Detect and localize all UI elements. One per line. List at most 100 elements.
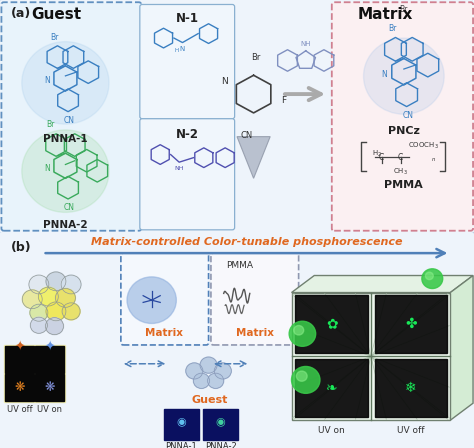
FancyBboxPatch shape	[121, 253, 209, 345]
Text: PNNA-2: PNNA-2	[205, 442, 237, 448]
Text: CN: CN	[64, 203, 75, 212]
Circle shape	[127, 277, 176, 323]
Text: CN: CN	[402, 111, 413, 120]
Bar	[5, 374, 34, 401]
FancyBboxPatch shape	[0, 0, 474, 234]
Text: Matrix: Matrix	[358, 7, 413, 22]
Text: H: H	[174, 48, 178, 53]
Text: ◉: ◉	[216, 418, 226, 427]
Text: ❋: ❋	[14, 381, 25, 394]
Text: ◉: ◉	[176, 418, 186, 427]
Circle shape	[422, 269, 443, 289]
Text: N: N	[382, 70, 387, 79]
Circle shape	[193, 373, 210, 388]
Text: ❧: ❧	[326, 381, 337, 395]
Text: Br: Br	[388, 25, 396, 34]
Text: Matrix: Matrix	[236, 328, 273, 338]
Text: $_n$: $_n$	[431, 155, 437, 164]
Text: ✿: ✿	[326, 317, 337, 331]
Text: ✤: ✤	[405, 317, 417, 331]
Text: ❄: ❄	[405, 381, 417, 395]
Text: PMMA: PMMA	[226, 261, 253, 270]
Bar	[35, 346, 64, 373]
Text: COOCH$_3$: COOCH$_3$	[408, 141, 439, 151]
Circle shape	[425, 272, 433, 280]
Text: ✦: ✦	[45, 340, 55, 353]
Circle shape	[22, 42, 109, 124]
Text: UV off: UV off	[397, 426, 424, 435]
Circle shape	[46, 318, 64, 335]
FancyBboxPatch shape	[211, 253, 299, 345]
Text: N: N	[44, 77, 50, 86]
Text: ❋: ❋	[45, 381, 55, 394]
Circle shape	[46, 302, 66, 321]
Text: F: F	[281, 96, 286, 105]
Text: Guest: Guest	[191, 395, 228, 405]
Circle shape	[30, 304, 48, 321]
Bar	[375, 359, 447, 417]
Circle shape	[30, 317, 47, 333]
Text: C: C	[379, 153, 384, 162]
Text: CH$_3$: CH$_3$	[393, 167, 408, 177]
Bar	[35, 374, 64, 401]
Text: UV on: UV on	[37, 405, 62, 414]
Text: PNNA-1: PNNA-1	[43, 134, 88, 143]
Circle shape	[186, 363, 203, 379]
Circle shape	[289, 321, 316, 346]
Polygon shape	[292, 293, 450, 420]
Circle shape	[22, 290, 42, 309]
Circle shape	[38, 287, 58, 306]
Circle shape	[46, 272, 66, 291]
FancyBboxPatch shape	[332, 2, 473, 231]
Text: C: C	[398, 153, 403, 162]
Text: CN: CN	[240, 131, 253, 140]
Text: PNCz: PNCz	[388, 126, 420, 136]
Text: (a): (a)	[10, 7, 31, 20]
Bar	[164, 409, 199, 440]
Bar	[295, 295, 368, 353]
Text: PNNA-1: PNNA-1	[165, 442, 197, 448]
Circle shape	[294, 326, 304, 335]
Text: Br: Br	[46, 121, 55, 129]
Text: UV off: UV off	[7, 405, 32, 414]
Text: N-1: N-1	[176, 12, 199, 25]
Polygon shape	[237, 137, 270, 178]
Text: Br: Br	[251, 53, 261, 62]
Circle shape	[55, 289, 75, 307]
Text: ✦: ✦	[14, 340, 25, 353]
Bar	[375, 295, 447, 353]
Circle shape	[208, 373, 224, 388]
Text: N: N	[44, 164, 50, 173]
Circle shape	[22, 130, 109, 212]
Text: PMMA: PMMA	[384, 180, 423, 190]
Text: Matrix-controlled Color-tunable phosphorescence: Matrix-controlled Color-tunable phosphor…	[91, 237, 402, 246]
Polygon shape	[450, 276, 473, 420]
FancyBboxPatch shape	[140, 4, 235, 119]
Text: NH: NH	[174, 166, 184, 171]
Text: N: N	[221, 77, 228, 86]
FancyBboxPatch shape	[1, 2, 141, 231]
Bar	[203, 409, 238, 440]
Circle shape	[200, 357, 217, 373]
Circle shape	[29, 275, 49, 294]
Text: Br: Br	[50, 33, 58, 42]
Circle shape	[214, 363, 231, 379]
Text: N: N	[180, 46, 185, 52]
Bar	[4, 345, 65, 402]
Circle shape	[61, 275, 81, 294]
Text: Br: Br	[400, 5, 408, 14]
Text: PNNA-2: PNNA-2	[43, 220, 88, 230]
Text: H$_2$: H$_2$	[372, 149, 382, 159]
Text: Matrix: Matrix	[146, 328, 183, 338]
Bar	[5, 346, 34, 373]
Text: UV on: UV on	[318, 426, 345, 435]
Bar	[295, 359, 368, 417]
Text: Guest: Guest	[31, 7, 81, 22]
Circle shape	[292, 366, 320, 393]
Text: (b): (b)	[10, 241, 31, 254]
Circle shape	[296, 371, 307, 381]
Circle shape	[364, 38, 444, 114]
FancyBboxPatch shape	[0, 232, 474, 448]
Circle shape	[62, 303, 80, 320]
Text: NH: NH	[301, 40, 311, 47]
